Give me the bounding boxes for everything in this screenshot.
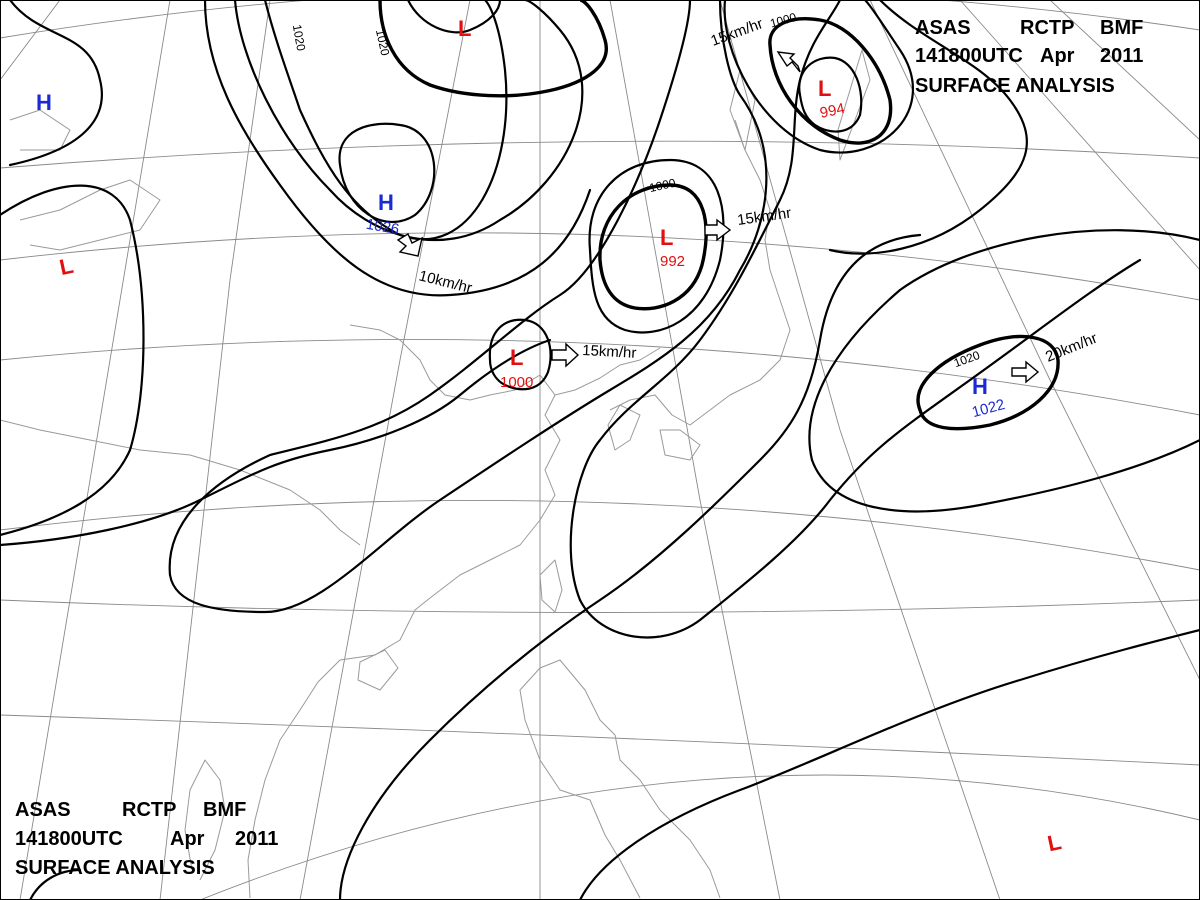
header-bottom-agency: ASAS xyxy=(15,799,71,821)
header-top-station: RCTP xyxy=(1020,17,1074,39)
low-north-symbol: L xyxy=(458,16,471,41)
high-west-symbol: H xyxy=(36,90,52,115)
header-top-agency: ASAS xyxy=(915,17,971,39)
isobar-label-b: 1020 xyxy=(373,28,392,57)
high-mongolia-symbol: H xyxy=(378,190,394,215)
low-west-symbol: L xyxy=(57,253,75,280)
arrow-low-okhotsk-icon xyxy=(776,51,801,73)
low-manchuria-symbol: L xyxy=(660,225,673,250)
arrow-low-bohai-icon xyxy=(551,342,580,368)
header-bottom-year: 2011 xyxy=(235,828,278,850)
isobar-label-c: 1000 xyxy=(648,176,677,195)
header-top-month: Apr xyxy=(1040,45,1075,67)
header-top-code: BMF xyxy=(1100,17,1143,39)
coastlines xyxy=(0,49,871,899)
header-bottom-time: 141800UTC xyxy=(15,828,123,850)
motion-arrows xyxy=(396,51,1040,384)
header-top: ASAS RCTP BMF 141800UTC Apr 2011 SURFACE… xyxy=(915,17,1143,97)
arrow-high-mongolia-icon xyxy=(396,232,424,257)
low-okhotsk-symbol: L xyxy=(818,76,831,101)
header-bottom-title: SURFACE ANALYSIS xyxy=(15,857,215,879)
header-top-time: 141800UTC xyxy=(915,45,1023,67)
low-okhotsk-value: 994 xyxy=(818,100,846,122)
arrow-low-manchuria-icon xyxy=(704,218,732,242)
speed-low-bohai: 15km/hr xyxy=(582,342,637,362)
header-bottom: ASAS RCTP BMF 141800UTC Apr 2011 SURFACE… xyxy=(15,799,278,879)
pressure-centers: H L L H 1026 L 992 L 994 L 1000 H 1022 L xyxy=(36,16,1064,856)
isobar-labels: 1020 1020 1000 1000 1020 xyxy=(290,10,982,370)
isobar-label-d: 1000 xyxy=(768,10,798,31)
low-manchuria-value: 992 xyxy=(660,253,685,270)
low-southeast-symbol: L xyxy=(1045,829,1063,856)
high-pacific-symbol: H xyxy=(972,374,988,399)
header-bottom-month: Apr xyxy=(170,828,205,850)
low-bohai-value: 1000 xyxy=(500,374,533,391)
header-top-title: SURFACE ANALYSIS xyxy=(915,75,1115,97)
isobar-label-a: 1020 xyxy=(290,23,308,52)
low-bohai-symbol: L xyxy=(510,345,523,370)
high-mongolia-value: 1026 xyxy=(365,216,401,239)
arrow-high-pacific-icon xyxy=(1011,360,1040,384)
header-top-year: 2011 xyxy=(1100,45,1143,67)
header-bottom-station: RCTP xyxy=(122,799,176,821)
header-bottom-code: BMF xyxy=(203,799,246,821)
